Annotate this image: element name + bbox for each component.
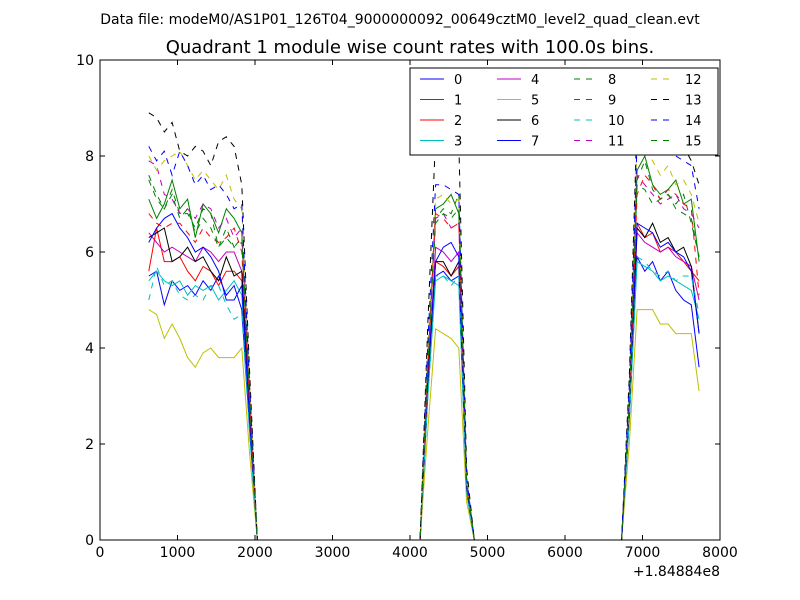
legend-label-7: 7 (531, 135, 539, 150)
series-layer (148, 91, 700, 540)
series-5-line (148, 309, 700, 540)
x-tick-label: 3000 (315, 545, 351, 561)
legend-label-8: 8 (608, 73, 616, 88)
x-tick-label: 5000 (470, 545, 506, 561)
x-tick-label: 6000 (547, 545, 583, 561)
suptitle: Data file: modeM0/AS1P01_126T04_90000000… (100, 12, 700, 28)
y-tick-label: 2 (85, 437, 94, 453)
x-tick-label: 7000 (625, 545, 661, 561)
legend-label-0: 0 (454, 73, 462, 88)
series-11-line (148, 160, 700, 540)
series-9-line (148, 174, 700, 540)
series-15-line (148, 175, 700, 540)
series-10-line (148, 255, 700, 540)
legend-label-2: 2 (454, 114, 462, 129)
x-tick-label: 1000 (160, 545, 196, 561)
chart-title: Quadrant 1 module wise count rates with … (166, 37, 655, 58)
x-tick-label: 0 (96, 545, 105, 561)
legend-label-5: 5 (531, 94, 539, 109)
legend-label-14: 14 (685, 114, 702, 129)
series-7-line (148, 212, 700, 540)
legend-label-3: 3 (454, 135, 462, 150)
y-tick-label: 6 (85, 245, 94, 261)
x-offset-label: +1.84884e8 (633, 564, 720, 580)
y-tick-label: 0 (85, 533, 94, 549)
series-12-line (148, 134, 700, 540)
y-tick-label: 8 (85, 149, 94, 165)
legend-label-9: 9 (608, 94, 616, 109)
series-8-line (148, 159, 700, 540)
plot-frame (99, 59, 721, 541)
legend-label-6: 6 (531, 114, 539, 129)
x-tick-label: 4000 (392, 545, 428, 561)
x-tick-label: 2000 (237, 545, 273, 561)
y-tick-label: 4 (85, 341, 94, 357)
legend-label-11: 11 (608, 135, 625, 150)
y-tick-label: 10 (76, 53, 94, 69)
legend-label-12: 12 (685, 73, 702, 88)
legend-label-10: 10 (608, 114, 625, 129)
legend-label-1: 1 (454, 94, 462, 109)
x-tick-label: 8000 (702, 545, 738, 561)
legend-label-15: 15 (685, 135, 702, 150)
legend-label-13: 13 (685, 94, 702, 109)
legend-label-4: 4 (531, 73, 539, 88)
